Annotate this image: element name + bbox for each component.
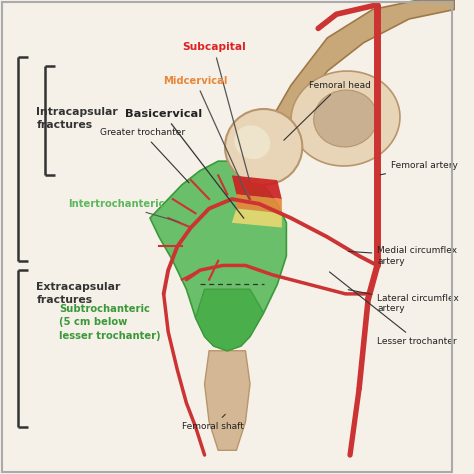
Polygon shape — [232, 209, 282, 228]
Text: Greater trochanter: Greater trochanter — [100, 128, 189, 183]
Ellipse shape — [291, 71, 400, 166]
Polygon shape — [237, 194, 282, 213]
Ellipse shape — [314, 90, 377, 147]
Text: Midcervical: Midcervical — [163, 75, 249, 199]
Text: Femoral head: Femoral head — [284, 81, 371, 140]
Polygon shape — [150, 161, 286, 351]
Polygon shape — [195, 289, 264, 351]
Text: Subcapital: Subcapital — [182, 42, 249, 180]
Polygon shape — [250, 0, 455, 190]
Text: Intracapsular
fractures: Intracapsular fractures — [36, 107, 118, 130]
Text: Extracapsular
fractures: Extracapsular fractures — [36, 283, 121, 305]
Text: Intertrochanteric: Intertrochanteric — [68, 199, 179, 222]
Polygon shape — [232, 175, 282, 199]
Text: Lateral circumflex
artery: Lateral circumflex artery — [348, 290, 459, 313]
Text: Femoral shaft: Femoral shaft — [182, 414, 244, 431]
Ellipse shape — [234, 125, 270, 159]
Text: Femoral artery: Femoral artery — [380, 162, 458, 175]
Text: Basicervical: Basicervical — [125, 109, 244, 218]
Text: Subtrochanteric
(5 cm below
lesser trochanter): Subtrochanteric (5 cm below lesser troch… — [59, 304, 161, 340]
Ellipse shape — [225, 109, 302, 185]
Text: Medial circumflex
artery: Medial circumflex artery — [348, 246, 457, 265]
Text: Lesser trochanter: Lesser trochanter — [329, 272, 457, 346]
Polygon shape — [205, 351, 250, 450]
